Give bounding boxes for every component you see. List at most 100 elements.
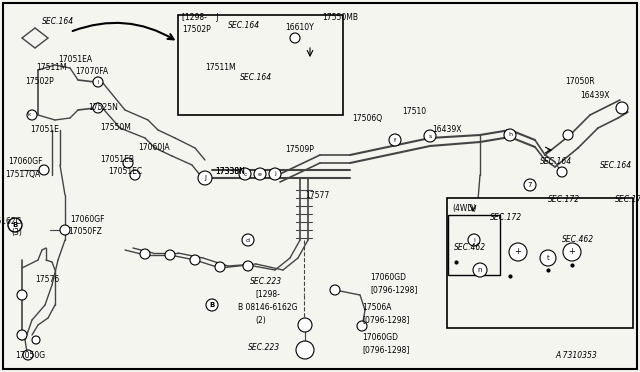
- Text: B: B: [209, 302, 214, 308]
- Circle shape: [254, 168, 266, 180]
- Text: 17060JA: 17060JA: [138, 144, 170, 153]
- Text: 17060GD: 17060GD: [362, 334, 398, 343]
- Text: +: +: [515, 247, 522, 257]
- Circle shape: [296, 341, 314, 359]
- Text: A 7310353: A 7310353: [555, 350, 596, 359]
- Text: SEC.164: SEC.164: [240, 74, 272, 83]
- Circle shape: [269, 168, 281, 180]
- Circle shape: [123, 158, 133, 168]
- Text: 16610Y: 16610Y: [285, 23, 314, 32]
- Text: [1298-: [1298-: [255, 289, 280, 298]
- Text: 17511M: 17511M: [36, 64, 67, 73]
- Circle shape: [93, 103, 103, 113]
- Circle shape: [357, 321, 367, 331]
- Text: SEC.223: SEC.223: [250, 278, 282, 286]
- Text: f: f: [394, 138, 396, 142]
- Text: (4WD): (4WD): [452, 203, 476, 212]
- Text: 17051EC: 17051EC: [108, 167, 142, 176]
- Text: t: t: [547, 255, 549, 261]
- Circle shape: [563, 130, 573, 140]
- Circle shape: [17, 290, 27, 300]
- Text: 17510: 17510: [402, 108, 426, 116]
- Text: 17338N: 17338N: [215, 167, 245, 176]
- Circle shape: [290, 33, 300, 43]
- Text: [1298-    J: [1298- J: [182, 13, 219, 22]
- Text: SEC.164: SEC.164: [600, 160, 632, 170]
- Circle shape: [60, 225, 70, 235]
- Circle shape: [243, 261, 253, 271]
- Text: SEC.172: SEC.172: [548, 196, 580, 205]
- Text: [0796-1298]: [0796-1298]: [370, 285, 417, 295]
- Circle shape: [616, 102, 628, 114]
- Circle shape: [242, 234, 254, 246]
- Text: SEC.462: SEC.462: [454, 244, 486, 253]
- Circle shape: [8, 218, 22, 232]
- Text: 17338N: 17338N: [215, 167, 245, 176]
- Text: 17060GD: 17060GD: [370, 273, 406, 282]
- Circle shape: [389, 134, 401, 146]
- Circle shape: [424, 130, 436, 142]
- Text: h: h: [508, 132, 512, 138]
- Bar: [448, 215, 500, 275]
- Text: 17511M: 17511M: [205, 64, 236, 73]
- Text: 17576: 17576: [35, 276, 60, 285]
- Text: B: B: [12, 222, 18, 228]
- Text: 17525N: 17525N: [88, 103, 118, 112]
- Text: 17509P: 17509P: [285, 145, 314, 154]
- Text: (2): (2): [255, 315, 266, 324]
- Circle shape: [473, 263, 487, 277]
- Text: s: s: [428, 134, 431, 138]
- Text: 17506A: 17506A: [362, 304, 392, 312]
- Text: 17517QA: 17517QA: [5, 170, 40, 180]
- Text: n: n: [477, 267, 483, 273]
- Circle shape: [509, 243, 527, 261]
- Text: J: J: [204, 175, 206, 181]
- Circle shape: [215, 262, 225, 272]
- Text: 17070FA: 17070FA: [75, 67, 108, 77]
- Circle shape: [93, 77, 103, 87]
- Text: 17577: 17577: [305, 190, 329, 199]
- Text: 17060GF: 17060GF: [70, 215, 104, 224]
- Circle shape: [190, 255, 200, 265]
- Circle shape: [27, 110, 37, 120]
- Bar: [447, 198, 633, 328]
- Text: 17051EA: 17051EA: [58, 55, 92, 64]
- Text: j: j: [274, 171, 276, 176]
- Circle shape: [39, 165, 49, 175]
- Text: c: c: [243, 171, 247, 176]
- Text: SEC.223: SEC.223: [248, 343, 280, 353]
- Text: SEC.172: SEC.172: [490, 214, 522, 222]
- Text: SEC.172: SEC.172: [615, 196, 640, 205]
- Circle shape: [198, 171, 212, 185]
- Circle shape: [23, 350, 33, 360]
- Circle shape: [468, 234, 480, 246]
- Text: d: d: [246, 237, 250, 243]
- Text: [0796-1298]: [0796-1298]: [362, 315, 410, 324]
- Circle shape: [140, 249, 150, 259]
- Text: SEC.164: SEC.164: [540, 157, 572, 167]
- Text: 17060GF: 17060GF: [8, 157, 42, 167]
- Text: i: i: [97, 106, 99, 110]
- Text: 17050R: 17050R: [565, 77, 595, 87]
- Text: 17051E: 17051E: [30, 125, 59, 135]
- Circle shape: [504, 129, 516, 141]
- Text: SEC.164: SEC.164: [42, 17, 74, 26]
- Circle shape: [557, 167, 567, 177]
- Circle shape: [206, 299, 218, 311]
- Text: 17502P: 17502P: [25, 77, 54, 87]
- Circle shape: [32, 336, 40, 344]
- Circle shape: [130, 170, 140, 180]
- Circle shape: [330, 285, 340, 295]
- Circle shape: [563, 243, 581, 261]
- Text: e: e: [258, 171, 262, 176]
- Text: B 08146-6162G: B 08146-6162G: [238, 304, 298, 312]
- Circle shape: [524, 179, 536, 191]
- Circle shape: [17, 330, 27, 340]
- Text: SEC.462: SEC.462: [562, 235, 594, 244]
- Text: l: l: [473, 237, 475, 243]
- Text: 16439X: 16439X: [432, 125, 461, 135]
- Text: [0796-1298]: [0796-1298]: [362, 346, 410, 355]
- Text: 17050G: 17050G: [15, 350, 45, 359]
- Text: 7: 7: [528, 182, 532, 188]
- Circle shape: [239, 168, 251, 180]
